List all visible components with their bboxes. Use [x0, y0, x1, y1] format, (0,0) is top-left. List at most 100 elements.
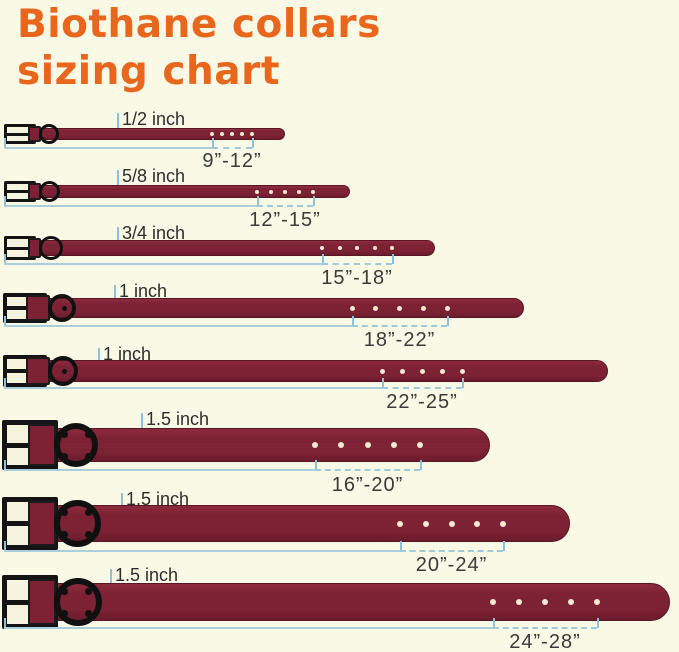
- collar-hole: [220, 132, 224, 136]
- collar-hole: [417, 442, 423, 448]
- measure-tick: [4, 316, 6, 326]
- collar-strap: [52, 428, 490, 462]
- collar-hole: [397, 305, 402, 311]
- collar-hole: [474, 520, 481, 527]
- measure-tick: [392, 254, 394, 264]
- collar-strap: [32, 185, 350, 198]
- strap-keeper: [26, 295, 50, 321]
- length-measure-line: [4, 550, 400, 552]
- length-measure-line: [4, 263, 322, 265]
- collar-strap: [52, 583, 670, 621]
- size-range-label: 20”-24”: [415, 554, 488, 576]
- length-measure-line: [4, 387, 382, 389]
- collar-hole: [568, 599, 574, 605]
- collar-hole: [349, 305, 355, 311]
- d-ring-icon: [54, 578, 102, 626]
- collar-hole: [500, 520, 506, 527]
- buckle-window: [7, 135, 33, 141]
- buckle-window: [7, 297, 43, 306]
- length-measure-dashed: [322, 263, 392, 265]
- strap-keeper: [28, 579, 56, 625]
- d-ring-icon: [54, 423, 98, 467]
- collar-hole: [594, 599, 600, 605]
- collar-hole: [516, 599, 522, 605]
- measure-tick: [352, 316, 354, 326]
- collar-hole: [337, 246, 342, 250]
- width-label: 1/2 inch: [122, 109, 186, 129]
- collar-hole: [255, 189, 259, 194]
- length-measure-line: [4, 627, 493, 629]
- collar-hole: [419, 368, 425, 374]
- chart-title: Biothane collars sizing chart: [17, 1, 381, 95]
- size-range-label: 22”-25”: [386, 391, 458, 413]
- measure-tick: [322, 254, 324, 264]
- collar-strap: [44, 360, 608, 382]
- collar-hole: [312, 442, 318, 448]
- collar-hole: [439, 368, 445, 374]
- length-measure-dashed: [493, 627, 597, 629]
- width-label: 5/8 inch: [122, 166, 186, 186]
- measure-tick: [447, 316, 449, 326]
- length-measure-dashed: [315, 469, 420, 471]
- length-measure-dashed: [382, 387, 462, 389]
- buckle-window: [7, 127, 33, 133]
- size-range-label: 16”-20”: [331, 474, 404, 496]
- collar-hole: [379, 368, 385, 374]
- measure-tick: [252, 138, 254, 148]
- collar-hole: [448, 520, 455, 527]
- size-range-label: 9”-12”: [202, 150, 262, 172]
- collar-hole: [355, 246, 359, 250]
- collar-hole: [373, 305, 379, 311]
- buckle-window: [7, 239, 33, 247]
- collar-hole: [320, 246, 324, 250]
- length-measure-dashed: [212, 147, 252, 149]
- chart-title-line2: sizing chart: [17, 49, 280, 94]
- length-measure-dashed: [257, 205, 313, 207]
- measure-tick: [420, 460, 422, 470]
- strap-keeper: [28, 424, 56, 466]
- d-ring-icon: [48, 294, 76, 322]
- measure-tick: [4, 378, 6, 388]
- measure-tick: [503, 541, 505, 551]
- length-measure-line: [4, 205, 257, 207]
- measure-tick: [4, 196, 6, 206]
- collar-hole: [420, 305, 426, 311]
- collar-strap: [52, 505, 570, 542]
- collar-hole: [283, 189, 287, 194]
- measure-tick: [382, 378, 384, 388]
- measure-tick: [4, 254, 6, 264]
- measure-tick: [4, 460, 6, 470]
- buckle-window: [7, 310, 43, 319]
- collar-hole: [372, 246, 377, 250]
- d-ring-icon: [39, 124, 59, 144]
- collar-hole: [338, 442, 345, 448]
- buckle-window: [7, 193, 33, 199]
- length-measure-dashed: [352, 325, 447, 327]
- d-ring-icon: [39, 181, 60, 202]
- measure-tick: [4, 618, 6, 628]
- width-label: 1 inch: [103, 344, 152, 364]
- strap-keeper: [28, 501, 56, 546]
- width-label: 1.5 inch: [126, 489, 190, 509]
- buckle-window: [7, 249, 33, 257]
- collar-hole: [422, 520, 429, 527]
- width-label: 1.5 inch: [146, 409, 210, 429]
- collar-hole: [397, 520, 403, 527]
- width-measure-line: [117, 113, 119, 140]
- collar-hole: [269, 189, 273, 194]
- d-ring-icon: [39, 236, 63, 260]
- measure-tick: [493, 618, 495, 628]
- collar-hole: [542, 599, 548, 605]
- width-label: 1 inch: [119, 281, 168, 301]
- measure-tick: [462, 378, 464, 388]
- length-measure-line: [4, 325, 352, 327]
- measure-tick: [257, 196, 259, 206]
- size-range-label: 24”-28”: [509, 631, 581, 652]
- measure-tick: [4, 138, 6, 148]
- collar-hole: [297, 189, 301, 194]
- buckle-window: [7, 373, 43, 383]
- measure-tick: [400, 541, 402, 551]
- collar-hole: [240, 132, 244, 136]
- length-measure-line: [4, 469, 315, 471]
- size-range-label: 15”-18”: [321, 267, 393, 289]
